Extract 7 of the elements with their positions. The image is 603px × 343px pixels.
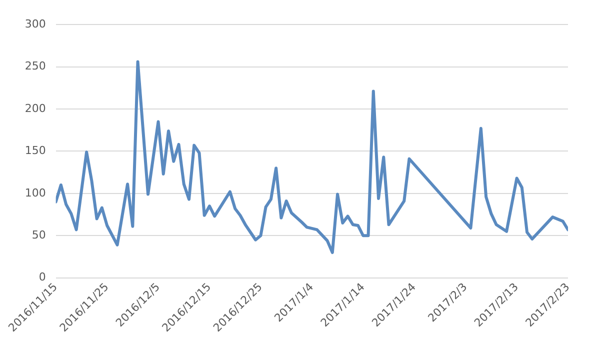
y-tick-label: 200 xyxy=(24,102,46,115)
y-tick-label: 300 xyxy=(24,17,46,30)
y-tick-label: 250 xyxy=(24,60,46,73)
y-tick-label: 100 xyxy=(24,186,46,200)
y-tick-label: 150 xyxy=(24,144,46,158)
y-tick-label: 0 xyxy=(38,270,46,284)
y-tick-label: 50 xyxy=(32,228,46,242)
